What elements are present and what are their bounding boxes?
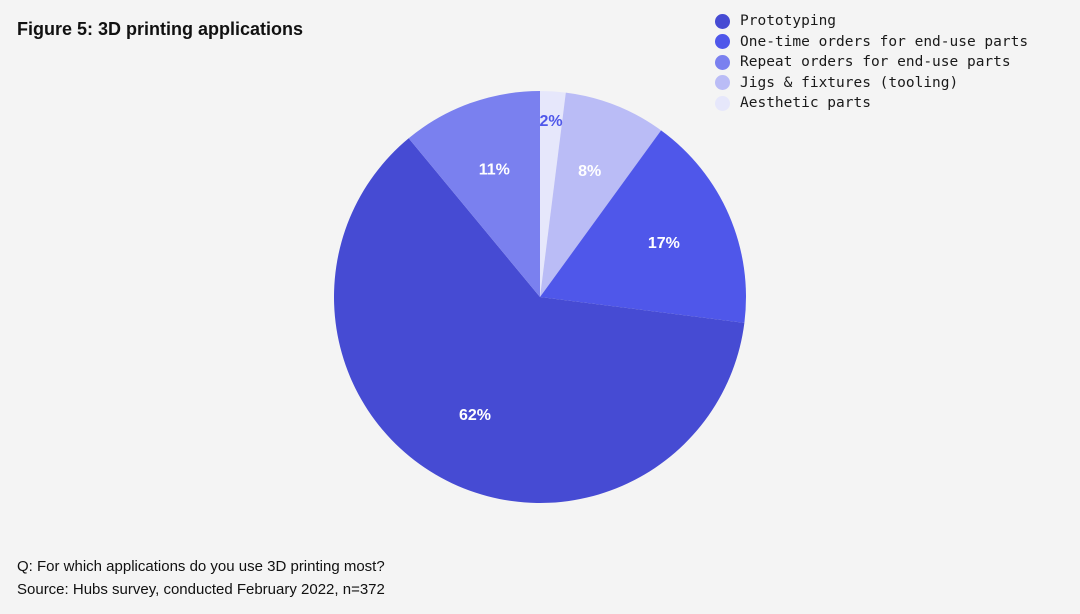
legend-item-one-time-orders: One-time orders for end-use parts [715,32,1028,53]
pie-slice-aesthetic-parts [540,91,566,297]
legend-label: Prototyping [740,13,837,30]
legend-item-aesthetic-parts: Aesthetic parts [715,93,1028,114]
slice-label-repeat-orders-for-end-use-parts: 11% [479,161,510,178]
legend-swatch [715,75,730,91]
legend-item-jigs-fixtures: Jigs & fixtures (tooling) [715,73,1028,94]
slice-label-one-time-orders-for-end-use-parts: 17% [648,235,680,252]
pie-slice-repeat-orders-for-end-use-parts [408,91,540,297]
pie-slice-one-time-orders-for-end-use-parts [540,130,746,323]
source-note: Source: Hubs survey, conducted February … [17,581,385,598]
slice-label-aesthetic-parts: 2% [539,113,562,130]
pie-slice-prototyping [334,138,745,503]
legend-swatch [715,13,730,29]
legend-swatch [715,54,730,70]
slice-label-jigs-fixtures-tooling: 8% [578,163,601,180]
legend-swatch [715,95,730,111]
slice-label-prototyping: 62% [459,407,491,424]
chart-legend: Prototyping One-time orders for end-use … [715,11,1028,114]
survey-question: Q: For which applications do you use 3D … [17,558,385,575]
chart-title: Figure 5: 3D printing applications [17,19,304,39]
legend-swatch [715,34,730,50]
legend-label: One-time orders for end-use parts [740,33,1029,50]
legend-label: Repeat orders for end-use parts [740,54,1011,71]
legend-item-prototyping: Prototyping [715,11,1028,32]
legend-label: Aesthetic parts [740,95,871,112]
legend-label: Jigs & fixtures (tooling) [740,74,959,91]
pie-slice-jigs-fixtures-tooling [540,92,662,297]
legend-item-repeat-orders: Repeat orders for end-use parts [715,52,1028,73]
